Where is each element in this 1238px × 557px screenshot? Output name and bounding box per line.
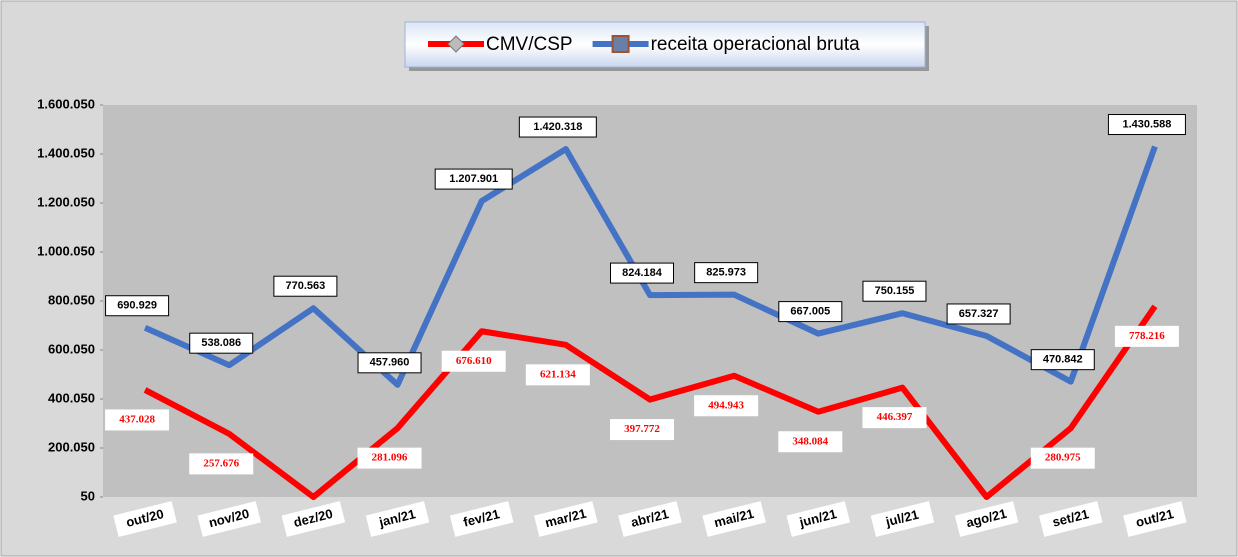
label-box (189, 453, 254, 475)
data-label: 667.005 (790, 306, 830, 318)
x-tick-box (870, 501, 935, 537)
x-tick-group: abr/21 (618, 501, 682, 537)
x-tick-box (618, 501, 682, 537)
series-line (143, 145, 1158, 388)
x-tick-box (449, 501, 514, 537)
y-tick-label: 1.000.050 (37, 243, 95, 258)
label-box (357, 352, 422, 374)
label-box (946, 303, 1011, 325)
x-tick-box (702, 501, 766, 537)
label-box (778, 301, 843, 323)
x-tick-box (365, 501, 430, 537)
data-label: 280.975 (1045, 452, 1081, 464)
data-label: 824.184 (622, 267, 663, 279)
x-tick-box (786, 501, 851, 537)
data-label: 437.028 (119, 413, 155, 425)
data-label: 676.610 (456, 355, 492, 367)
label-box (778, 431, 843, 453)
x-tick-group: out/21 (1123, 501, 1187, 537)
label-box (694, 395, 759, 417)
data-label: 1.430.588 (1122, 118, 1171, 130)
y-tick-label: 600.050 (48, 341, 95, 356)
x-tick-box (954, 501, 1019, 537)
label-box (1107, 114, 1186, 136)
y-tick-label: 50 (81, 488, 95, 503)
y-tick-label: 1.200.050 (37, 194, 95, 209)
label-box (610, 262, 674, 284)
y-tick-label: 800.050 (48, 292, 95, 307)
data-label: 257.676 (203, 457, 239, 469)
label-box (1114, 325, 1179, 347)
label-box (1030, 349, 1095, 371)
x-tick-box (534, 501, 598, 537)
x-tick-box (197, 501, 262, 537)
legend-label: receita operacional bruta (651, 34, 861, 55)
legend (404, 21, 926, 68)
label-box (441, 350, 506, 372)
data-label: 621.134 (540, 368, 576, 380)
x-tick-box (113, 501, 177, 537)
data-label: 281.096 (372, 452, 408, 464)
x-tick-group: out/20 (113, 501, 177, 537)
label-box (189, 332, 254, 354)
y-tick-label: 200.050 (48, 439, 95, 454)
data-label: 770.563 (286, 280, 326, 292)
data-label: 397.772 (624, 423, 660, 435)
data-label: 1.420.318 (533, 121, 582, 133)
data-label: 538.086 (201, 337, 241, 349)
y-tick-label: 1.600.050 (37, 96, 95, 111)
label-box (862, 280, 927, 302)
label-box (694, 262, 759, 284)
label-box (518, 116, 597, 138)
label-box (357, 447, 422, 469)
x-tick-box (1123, 501, 1187, 537)
label-box (273, 275, 338, 297)
x-tick-group: jun/21 (786, 501, 851, 537)
label-box (525, 364, 590, 386)
data-label: 778.216 (1129, 330, 1165, 342)
legend-label: CMV/CSP (486, 34, 573, 55)
x-tick-group: jan/21 (365, 501, 430, 537)
label-box (434, 168, 513, 190)
data-label: 470.842 (1043, 354, 1083, 366)
data-label: 657.327 (959, 308, 999, 320)
series-line (143, 304, 1158, 500)
label-box (610, 419, 674, 441)
x-tick-box (281, 501, 346, 537)
legend-marker (611, 35, 630, 53)
data-label: 825.973 (706, 267, 746, 279)
data-label: 446.397 (877, 411, 913, 423)
data-label: 457.960 (370, 357, 410, 369)
y-tick-label: 1.400.050 (37, 145, 95, 160)
x-tick-group: fev/21 (449, 501, 514, 537)
legend-marker (447, 35, 465, 53)
label-box (1030, 447, 1095, 469)
x-tick-group: set/21 (1038, 501, 1103, 537)
data-label: 690.929 (117, 300, 157, 312)
label-box (105, 295, 170, 317)
x-tick-group: jul/21 (870, 501, 935, 537)
label-box (105, 409, 170, 431)
data-label: 494.943 (708, 399, 744, 411)
label-box (862, 407, 927, 429)
data-label: 1.207.901 (449, 173, 498, 185)
data-label: 750.155 (875, 285, 915, 297)
x-tick-box (1038, 501, 1103, 537)
data-label: 348.084 (792, 435, 828, 447)
y-tick-label: 400.050 (48, 390, 95, 405)
